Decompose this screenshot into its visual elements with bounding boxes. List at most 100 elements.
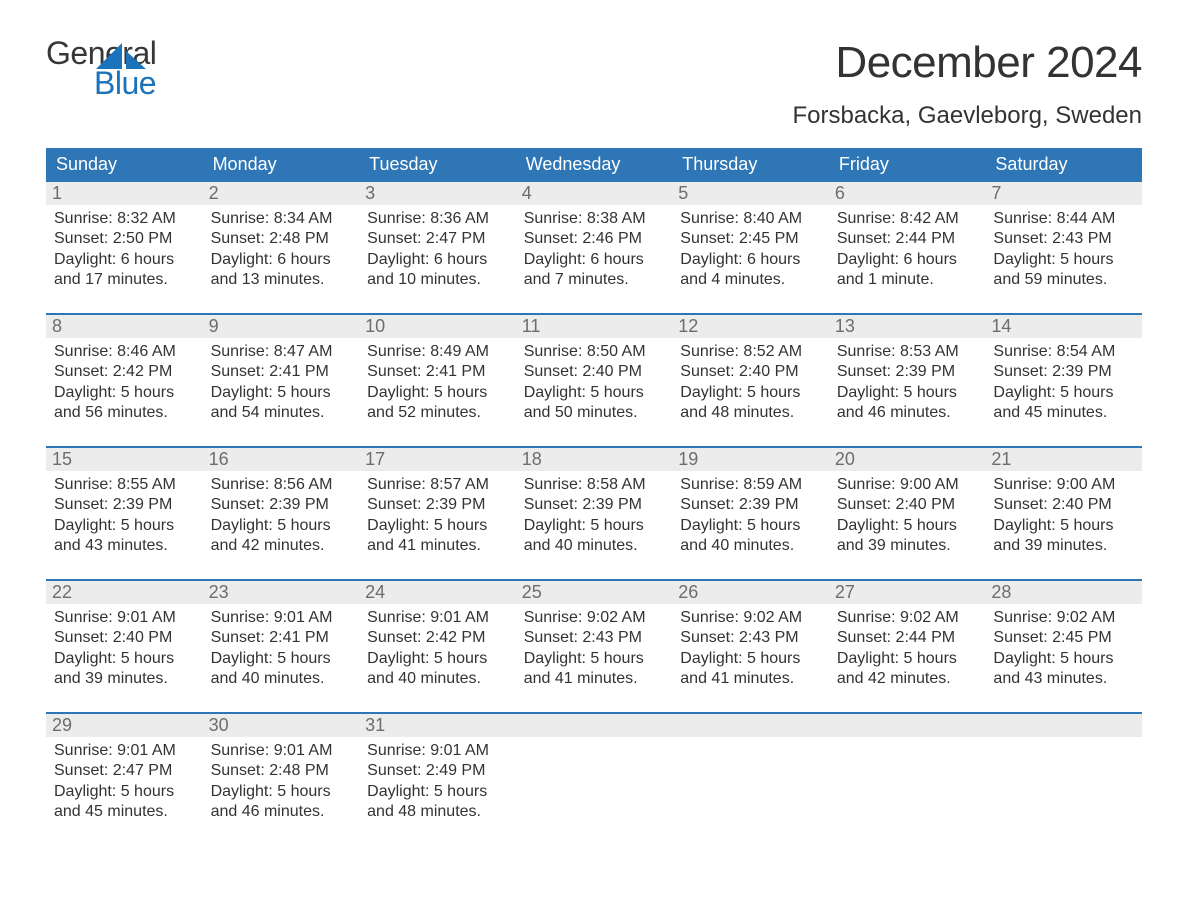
day-cell: Sunrise: 8:50 AMSunset: 2:40 PMDaylight:… xyxy=(516,338,673,446)
daylight-text-line2: and 42 minutes. xyxy=(211,536,354,556)
sunset-text: Sunset: 2:43 PM xyxy=(680,628,823,648)
weekday-header: Tuesday xyxy=(359,148,516,182)
sunrise-text: Sunrise: 9:01 AM xyxy=(211,608,354,628)
sunset-text: Sunset: 2:47 PM xyxy=(54,761,197,781)
calendar-week: 891011121314Sunrise: 8:46 AMSunset: 2:42… xyxy=(46,313,1142,446)
weekday-header: Wednesday xyxy=(516,148,673,182)
daylight-text-line2: and 42 minutes. xyxy=(837,669,980,689)
calendar-week: 22232425262728Sunrise: 9:01 AMSunset: 2:… xyxy=(46,579,1142,712)
day-cell: Sunrise: 9:00 AMSunset: 2:40 PMDaylight:… xyxy=(829,471,986,579)
day-number xyxy=(985,714,1142,737)
sunset-text: Sunset: 2:41 PM xyxy=(367,362,510,382)
sunset-text: Sunset: 2:39 PM xyxy=(54,495,197,515)
sunset-text: Sunset: 2:40 PM xyxy=(837,495,980,515)
day-number: 15 xyxy=(46,448,203,471)
day-number: 22 xyxy=(46,581,203,604)
daylight-text-line1: Daylight: 6 hours xyxy=(54,250,197,270)
daylight-text-line1: Daylight: 5 hours xyxy=(54,383,197,403)
day-cell: Sunrise: 9:01 AMSunset: 2:49 PMDaylight:… xyxy=(359,737,516,845)
day-number: 5 xyxy=(672,182,829,205)
daylight-text-line1: Daylight: 5 hours xyxy=(367,383,510,403)
day-cell: Sunrise: 8:32 AMSunset: 2:50 PMDaylight:… xyxy=(46,205,203,313)
day-cell: Sunrise: 9:01 AMSunset: 2:48 PMDaylight:… xyxy=(203,737,360,845)
sunset-text: Sunset: 2:48 PM xyxy=(211,229,354,249)
day-cell xyxy=(672,737,829,845)
daylight-text-line1: Daylight: 5 hours xyxy=(367,782,510,802)
sunset-text: Sunset: 2:43 PM xyxy=(993,229,1136,249)
daylight-text-line1: Daylight: 6 hours xyxy=(211,250,354,270)
day-number: 25 xyxy=(516,581,673,604)
sunrise-text: Sunrise: 8:34 AM xyxy=(211,209,354,229)
day-number: 17 xyxy=(359,448,516,471)
daylight-text-line1: Daylight: 6 hours xyxy=(837,250,980,270)
day-cell: Sunrise: 8:46 AMSunset: 2:42 PMDaylight:… xyxy=(46,338,203,446)
sunset-text: Sunset: 2:41 PM xyxy=(211,362,354,382)
sunrise-text: Sunrise: 9:01 AM xyxy=(211,741,354,761)
sunset-text: Sunset: 2:42 PM xyxy=(54,362,197,382)
day-cell: Sunrise: 9:00 AMSunset: 2:40 PMDaylight:… xyxy=(985,471,1142,579)
daylight-text-line1: Daylight: 5 hours xyxy=(211,649,354,669)
day-cell: Sunrise: 8:40 AMSunset: 2:45 PMDaylight:… xyxy=(672,205,829,313)
weekday-header: Saturday xyxy=(985,148,1142,182)
daylight-text-line1: Daylight: 5 hours xyxy=(524,649,667,669)
sunrise-text: Sunrise: 9:00 AM xyxy=(837,475,980,495)
sunrise-text: Sunrise: 8:53 AM xyxy=(837,342,980,362)
daylight-text-line2: and 39 minutes. xyxy=(993,536,1136,556)
daynum-row: 1234567 xyxy=(46,182,1142,205)
daylight-text-line2: and 1 minute. xyxy=(837,270,980,290)
location-label: Forsbacka, Gaevleborg, Sweden xyxy=(792,102,1142,130)
day-number xyxy=(672,714,829,737)
daylight-text-line2: and 45 minutes. xyxy=(54,802,197,822)
daylight-text-line2: and 40 minutes. xyxy=(680,536,823,556)
page-title: December 2024 xyxy=(792,38,1142,88)
daylight-text-line2: and 59 minutes. xyxy=(993,270,1136,290)
day-cell: Sunrise: 8:34 AMSunset: 2:48 PMDaylight:… xyxy=(203,205,360,313)
content-row: Sunrise: 8:46 AMSunset: 2:42 PMDaylight:… xyxy=(46,338,1142,446)
day-number: 3 xyxy=(359,182,516,205)
sunset-text: Sunset: 2:40 PM xyxy=(680,362,823,382)
daylight-text-line1: Daylight: 5 hours xyxy=(680,649,823,669)
daylight-text-line2: and 4 minutes. xyxy=(680,270,823,290)
sunrise-text: Sunrise: 9:02 AM xyxy=(680,608,823,628)
header-row: General Blue December 2024 Forsbacka, Ga… xyxy=(46,38,1142,130)
day-cell: Sunrise: 8:53 AMSunset: 2:39 PMDaylight:… xyxy=(829,338,986,446)
brand-word2: Blue xyxy=(94,68,156,98)
day-cell xyxy=(829,737,986,845)
sunrise-text: Sunrise: 8:58 AM xyxy=(524,475,667,495)
daylight-text-line1: Daylight: 5 hours xyxy=(837,649,980,669)
sunrise-text: Sunrise: 8:47 AM xyxy=(211,342,354,362)
day-number: 20 xyxy=(829,448,986,471)
sunset-text: Sunset: 2:39 PM xyxy=(837,362,980,382)
weekday-header: Monday xyxy=(203,148,360,182)
daylight-text-line2: and 45 minutes. xyxy=(993,403,1136,423)
daylight-text-line2: and 41 minutes. xyxy=(367,536,510,556)
sunset-text: Sunset: 2:44 PM xyxy=(837,628,980,648)
sunset-text: Sunset: 2:46 PM xyxy=(524,229,667,249)
daylight-text-line1: Daylight: 5 hours xyxy=(211,782,354,802)
content-row: Sunrise: 8:55 AMSunset: 2:39 PMDaylight:… xyxy=(46,471,1142,579)
day-number: 11 xyxy=(516,315,673,338)
day-number: 23 xyxy=(203,581,360,604)
day-number: 28 xyxy=(985,581,1142,604)
day-number xyxy=(516,714,673,737)
content-row: Sunrise: 8:32 AMSunset: 2:50 PMDaylight:… xyxy=(46,205,1142,313)
sunrise-text: Sunrise: 9:01 AM xyxy=(367,608,510,628)
content-row: Sunrise: 9:01 AMSunset: 2:40 PMDaylight:… xyxy=(46,604,1142,712)
sunrise-text: Sunrise: 9:02 AM xyxy=(524,608,667,628)
day-cell: Sunrise: 9:02 AMSunset: 2:43 PMDaylight:… xyxy=(516,604,673,712)
day-cell: Sunrise: 9:01 AMSunset: 2:42 PMDaylight:… xyxy=(359,604,516,712)
day-cell: Sunrise: 8:49 AMSunset: 2:41 PMDaylight:… xyxy=(359,338,516,446)
sunrise-text: Sunrise: 8:55 AM xyxy=(54,475,197,495)
day-cell: Sunrise: 8:55 AMSunset: 2:39 PMDaylight:… xyxy=(46,471,203,579)
daylight-text-line2: and 10 minutes. xyxy=(367,270,510,290)
day-number: 14 xyxy=(985,315,1142,338)
daylight-text-line2: and 39 minutes. xyxy=(837,536,980,556)
day-number: 18 xyxy=(516,448,673,471)
sunrise-text: Sunrise: 8:57 AM xyxy=(367,475,510,495)
day-number: 10 xyxy=(359,315,516,338)
day-cell: Sunrise: 8:36 AMSunset: 2:47 PMDaylight:… xyxy=(359,205,516,313)
day-cell: Sunrise: 9:02 AMSunset: 2:43 PMDaylight:… xyxy=(672,604,829,712)
sunrise-text: Sunrise: 8:49 AM xyxy=(367,342,510,362)
sunset-text: Sunset: 2:45 PM xyxy=(680,229,823,249)
daynum-row: 891011121314 xyxy=(46,315,1142,338)
